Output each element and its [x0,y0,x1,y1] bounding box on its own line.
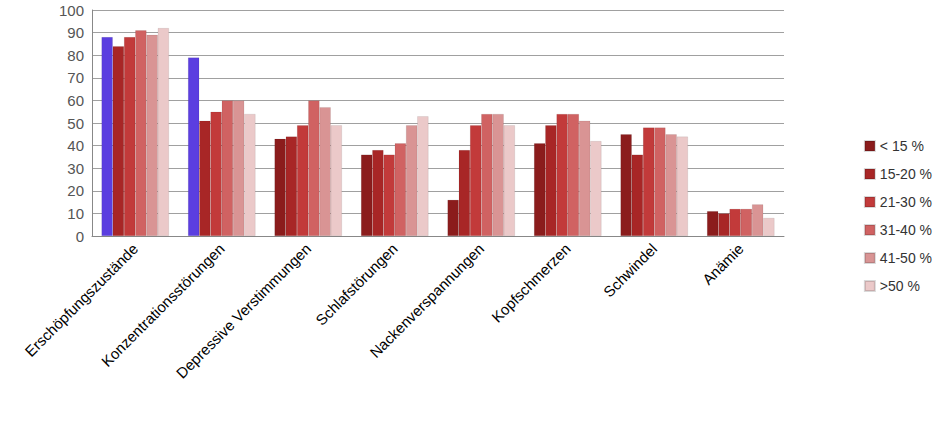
svg-text:90: 90 [67,24,84,41]
svg-text:31-40 %: 31-40 % [880,222,932,238]
svg-text:0: 0 [76,228,84,245]
svg-text:80: 80 [67,47,84,64]
svg-text:Anämie: Anämie [699,240,747,288]
svg-text:30: 30 [67,160,84,177]
svg-text:41-50 %: 41-50 % [880,250,932,266]
svg-text:10: 10 [67,205,84,222]
svg-text:Schwindel: Schwindel [600,240,660,300]
svg-text:100: 100 [59,2,84,19]
svg-text:60: 60 [67,92,84,109]
svg-text:Kopfschmerzen: Kopfschmerzen [488,240,574,326]
svg-text:Erschöpfungszustände: Erschöpfungszustände [21,240,142,360]
svg-text:Nackenverspannungen: Nackenverspannungen [366,240,487,361]
svg-text:70: 70 [67,69,84,86]
svg-text:>50 %: >50 % [880,278,920,294]
svg-text:21-30 %: 21-30 % [880,194,932,210]
svg-text:15-20 %: 15-20 % [880,166,932,182]
svg-text:< 15 %: < 15 % [880,138,924,154]
svg-text:Depressive Verstimmungen: Depressive Verstimmungen [173,240,315,382]
svg-text:20: 20 [67,182,84,199]
svg-text:40: 40 [67,137,84,154]
svg-text:50: 50 [67,115,84,132]
svg-text:Schlafstörungen: Schlafstörungen [312,240,401,329]
svg-text:Konzentrationsstörungen: Konzentrationsstörungen [97,240,228,370]
